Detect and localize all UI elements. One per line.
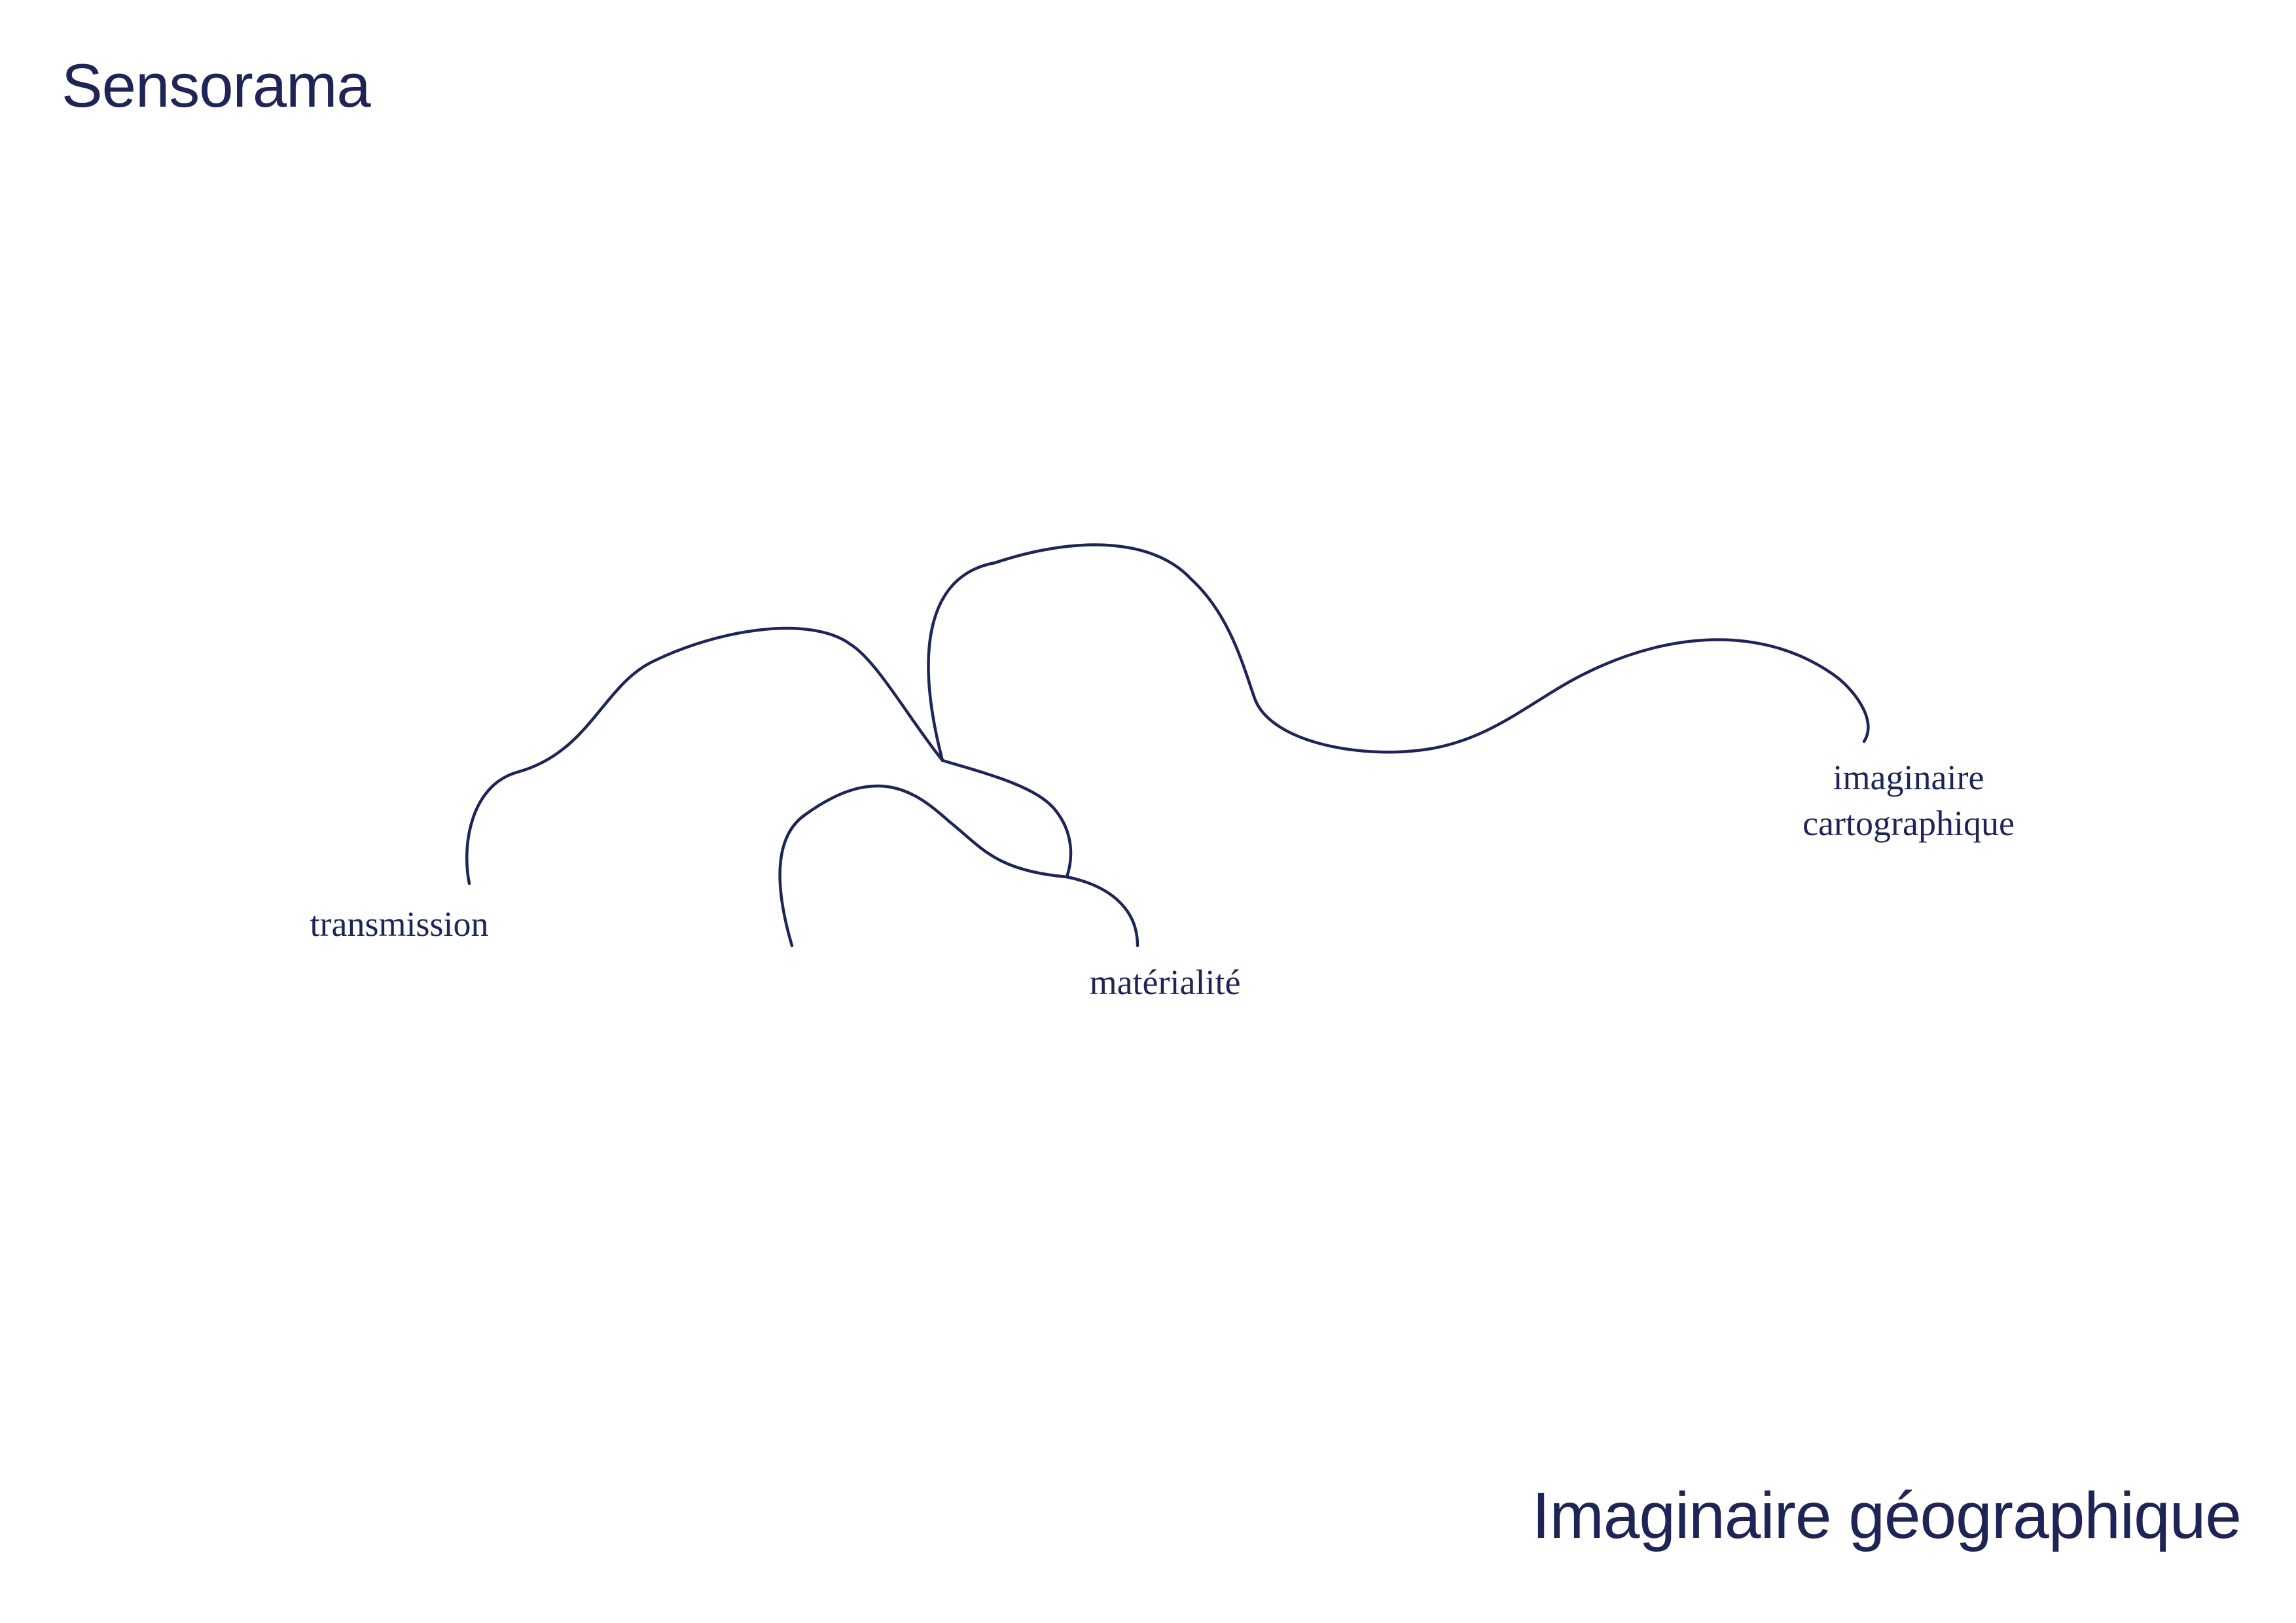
branch-imaginaire [927, 543, 1870, 762]
node-label-transmission: transmission [310, 904, 488, 944]
node-label-materialite: matérialité [1090, 963, 1241, 1002]
branch-transmission [465, 626, 944, 885]
branch-materialite [1065, 875, 1139, 948]
node-label-imaginaire-line1: imaginaire [1833, 758, 1984, 797]
page-title: Imaginaire géographique [1532, 1479, 2242, 1552]
node-label-imaginaire-line2: cartographique [1803, 804, 2015, 843]
branch-loop [778, 758, 1073, 948]
brand-title: Sensorama [62, 51, 371, 120]
